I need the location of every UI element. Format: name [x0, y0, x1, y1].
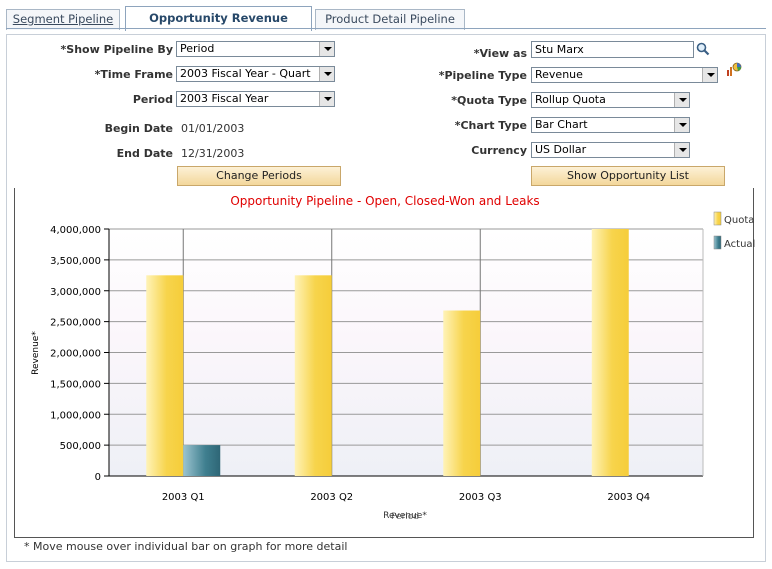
pipeline-type-select[interactable]: Revenue	[531, 67, 718, 83]
chart-options-icon[interactable]	[726, 61, 742, 77]
end-date-label: End Date	[116, 147, 173, 160]
x-tick-label: 2003 Q4	[607, 492, 650, 503]
x-tick-label: 2003 Q2	[310, 492, 353, 503]
quota-bar	[146, 275, 184, 476]
tab-product-detail-pipeline[interactable]: Product Detail Pipeline	[315, 9, 465, 30]
x-axis-label-overlap: Period	[391, 512, 419, 522]
show-opportunity-list-button[interactable]: Show Opportunity List	[531, 166, 725, 186]
end-date-value: 12/31/2003	[181, 147, 245, 160]
x-axis-label: Revenue*	[383, 511, 427, 521]
chevron-down-icon	[319, 92, 334, 106]
time-frame-label: *Time Frame	[94, 68, 173, 81]
show-pipeline-by-value: Period	[180, 42, 215, 55]
chevron-down-icon	[702, 68, 717, 82]
y-tick-label: 3,000,000	[50, 287, 101, 298]
y-tick-label: 2,500,000	[50, 318, 101, 329]
chart-title: Opportunity Pipeline - Open, Closed-Won …	[230, 194, 539, 208]
period-label: Period	[132, 93, 173, 106]
tab-opportunity-revenue-pipeline[interactable]: Opportunity Revenue Pipeline	[125, 6, 312, 47]
change-periods-button[interactable]: Change Periods	[177, 166, 341, 186]
chevron-down-icon	[674, 93, 689, 107]
begin-date-label: Begin Date	[104, 122, 173, 135]
quota-bar	[294, 275, 332, 476]
legend-swatch	[713, 235, 722, 250]
quota-type-value: Rollup Quota	[535, 93, 606, 106]
begin-date-value: 01/01/2003	[181, 122, 245, 135]
chevron-down-icon	[674, 143, 689, 157]
period-select[interactable]: 2003 Fiscal Year	[176, 91, 335, 107]
y-tick-label: 0	[95, 472, 101, 483]
show-pipeline-by-select[interactable]: Period	[176, 41, 335, 57]
y-tick-label: 1,500,000	[50, 379, 101, 390]
chart-type-select[interactable]: Bar Chart	[531, 117, 690, 133]
view-as-label: *View as	[473, 47, 527, 60]
hover-hint: * Move mouse over individual bar on grap…	[24, 540, 348, 553]
view-as-input[interactable]: Stu Marx	[531, 41, 694, 58]
quota-type-label: *Quota Type	[451, 94, 527, 107]
currency-select[interactable]: US Dollar	[531, 142, 690, 158]
y-tick-label: 2,000,000	[50, 349, 101, 360]
magnifier-icon[interactable]	[696, 42, 710, 56]
tab-divider	[6, 28, 766, 29]
currency-label: Currency	[471, 144, 527, 157]
pipeline-chart-svg: Opportunity Pipeline - Open, Closed-Won …	[31, 194, 755, 522]
y-axis-label: Revenue*	[31, 331, 41, 375]
currency-value: US Dollar	[535, 143, 587, 156]
x-tick-label: 2003 Q3	[459, 492, 502, 503]
quota-bar	[591, 229, 629, 476]
chart-type-label: *Chart Type	[454, 119, 527, 132]
pipeline-chart: Opportunity Pipeline - Open, Closed-Won …	[14, 188, 755, 538]
pipeline-type-value: Revenue	[535, 68, 583, 81]
show-pipeline-by-label: *Show Pipeline By	[60, 43, 173, 56]
chevron-down-icon	[674, 118, 689, 132]
time-frame-select[interactable]: 2003 Fiscal Year - Quart	[176, 66, 335, 82]
tab-bar: Segment Pipeline Opportunity Revenue Pip…	[6, 6, 766, 47]
x-tick-label: 2003 Q1	[162, 492, 205, 503]
y-tick-label: 1,000,000	[50, 410, 101, 421]
tab-segment-pipeline[interactable]: Segment Pipeline	[6, 9, 120, 30]
y-tick-label: 500,000	[60, 441, 101, 452]
legend-label: Quota	[724, 215, 754, 226]
chevron-down-icon	[319, 42, 334, 56]
legend-label: Actual	[724, 239, 755, 250]
quota-bar	[443, 310, 481, 476]
chart-type-value: Bar Chart	[535, 118, 588, 131]
y-tick-label: 3,500,000	[50, 256, 101, 267]
chevron-down-icon	[319, 67, 334, 81]
legend-swatch	[713, 211, 722, 226]
quota-type-select[interactable]: Rollup Quota	[531, 92, 690, 108]
pipeline-type-label: *Pipeline Type	[438, 69, 527, 82]
time-frame-value: 2003 Fiscal Year - Quart	[180, 67, 311, 80]
y-tick-label: 4,000,000	[50, 225, 101, 236]
period-value: 2003 Fiscal Year	[180, 92, 269, 105]
actual-bar	[183, 445, 221, 476]
